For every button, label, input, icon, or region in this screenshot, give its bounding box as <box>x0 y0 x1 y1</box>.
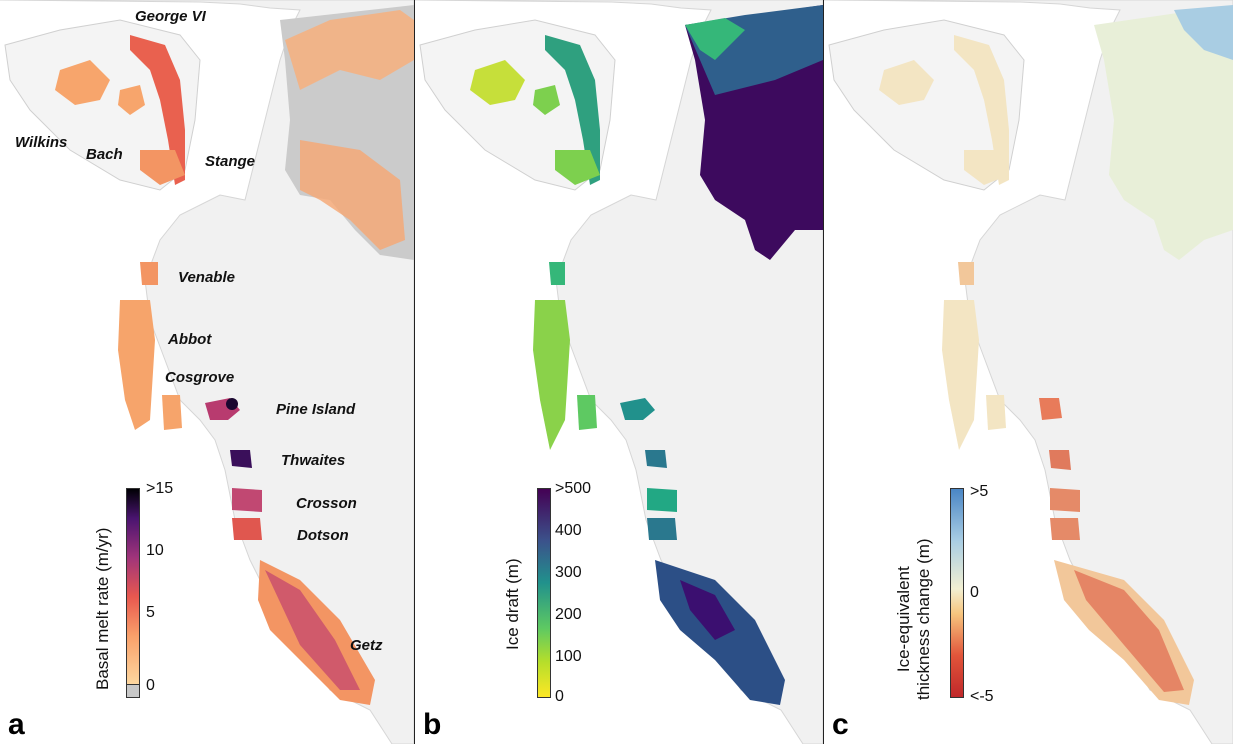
ice-shelf-dotson <box>232 518 262 540</box>
ice-shelf-abbot <box>533 300 570 450</box>
ice-shelf-george-vi <box>545 35 600 185</box>
ice-shelf-ronne-change-pos <box>1174 5 1233 60</box>
ice-shelf-getz-deep <box>680 580 735 640</box>
ice-shelf-venable <box>140 262 158 285</box>
ice-shelf-ronne-melt2 <box>300 140 405 250</box>
ice-shelf-ronne-draft-edge <box>685 18 745 60</box>
map-a-canvas <box>0 0 414 744</box>
ice-shelf-venable <box>549 262 565 285</box>
ice-shelf-bach <box>118 85 145 115</box>
label-thwaites: Thwaites <box>281 452 346 469</box>
label-bach: Bach <box>86 146 123 163</box>
label-cosgrove: Cosgrove <box>165 369 235 386</box>
colorbar-c <box>950 488 964 698</box>
colorbar-c-title-line1: Ice-equivalent <box>894 566 913 673</box>
ice-shelf-cosgrove <box>162 395 182 430</box>
pine-island-core <box>226 398 238 410</box>
ice-shelf-cosgrove <box>986 395 1006 430</box>
colorbar-a-title: Basal melt rate (m/yr) <box>93 527 112 690</box>
panel-divider-ab <box>414 0 415 744</box>
map-c-canvas <box>824 0 1233 744</box>
label-abbot: Abbot <box>168 331 212 348</box>
ice-shelf-dotson <box>647 518 677 540</box>
colorbar-b-tick-500: >500 <box>555 480 592 497</box>
label-dotson: Dotson <box>297 527 349 544</box>
label-wilkins: Wilkins <box>15 134 68 151</box>
colorbar-c-title: Ice-equivalent thickness change (m) <box>894 538 934 700</box>
ice-shelf-dotson <box>1050 518 1080 540</box>
colorbar-a-nodata <box>126 684 140 698</box>
ice-shelf-wilkins <box>55 60 110 105</box>
panel-b-ice-draft-map: >500 400 300 200 100 0 Ice draft (m) b <box>415 0 823 744</box>
ice-shelf-george-vi <box>130 35 185 185</box>
colorbar-b-tick-300: 300 <box>555 564 582 581</box>
label-getz: Getz <box>350 637 383 654</box>
label-crosson: Crosson <box>296 495 357 512</box>
ice-shelf-getz-thinning <box>1074 570 1184 692</box>
colorbar-a-tick-0: 0 <box>146 677 155 694</box>
label-pine-island: Pine Island <box>276 401 356 418</box>
ice-shelf-thwaites <box>645 450 667 468</box>
ice-shelf-pine-island <box>1039 398 1062 420</box>
colorbar-c-tick-pos5: >5 <box>970 483 989 500</box>
ice-shelf-cosgrove <box>577 395 597 430</box>
ice-shelf-stange <box>140 150 185 185</box>
label-stange: Stange <box>205 153 256 170</box>
panel-a-letter: a <box>8 708 25 741</box>
ice-shelf-abbot <box>942 300 979 450</box>
ice-shelf-stange <box>964 150 1009 185</box>
colorbar-c-tick-neg5: <-5 <box>970 688 994 705</box>
colorbar-a <box>126 488 140 686</box>
ice-shelf-venable <box>958 262 974 285</box>
ice-shelf-crosson <box>1050 488 1080 512</box>
ice-shelf-bach <box>533 85 560 115</box>
colorbar-b-tick-400: 400 <box>555 522 582 539</box>
colorbar-c-title-line2: thickness change (m) <box>914 538 933 700</box>
label-venable: Venable <box>178 269 235 286</box>
ice-shelf-thwaites <box>230 450 252 468</box>
panel-a-basal-melt-map: George VI Wilkins Bach Stange Venable Ab… <box>0 0 414 744</box>
label-george-vi: George VI <box>135 8 206 25</box>
colorbar-b-tick-200: 200 <box>555 606 582 623</box>
colorbar-a-tick-15: >15 <box>146 480 174 497</box>
colorbar-b-tick-100: 100 <box>555 648 582 665</box>
ice-shelf-wilkins <box>470 60 525 105</box>
ice-shelf-crosson <box>232 488 262 512</box>
panel-c-thickness-change-map: >5 0 <-5 Ice-equivalent thickness change… <box>824 0 1233 744</box>
panel-c-letter: c <box>832 708 849 741</box>
ice-shelf-stange <box>555 150 600 185</box>
ice-shelf-pine-island <box>620 398 655 420</box>
ice-shelf-wilkins <box>879 60 934 105</box>
colorbar-b-title: Ice draft (m) <box>503 558 522 650</box>
colorbar-a-tick-5: 5 <box>146 604 155 621</box>
colorbar-b <box>537 488 551 698</box>
ice-shelf-thwaites <box>1049 450 1071 470</box>
map-b-canvas <box>415 0 823 744</box>
ice-shelf-getz-dark <box>265 570 360 690</box>
ice-shelf-ronne-melt <box>285 10 414 90</box>
colorbar-c-tick-0: 0 <box>970 584 979 601</box>
ice-shelf-george-vi <box>954 35 1009 185</box>
ice-shelf-crosson <box>647 488 677 512</box>
panel-divider-bc <box>823 0 824 744</box>
panel-b-letter: b <box>423 708 442 741</box>
ice-shelf-abbot <box>118 300 155 430</box>
ice-shelf-ronne-change <box>1094 5 1233 260</box>
colorbar-b-tick-0: 0 <box>555 688 564 705</box>
colorbar-a-tick-10: 10 <box>146 542 164 559</box>
